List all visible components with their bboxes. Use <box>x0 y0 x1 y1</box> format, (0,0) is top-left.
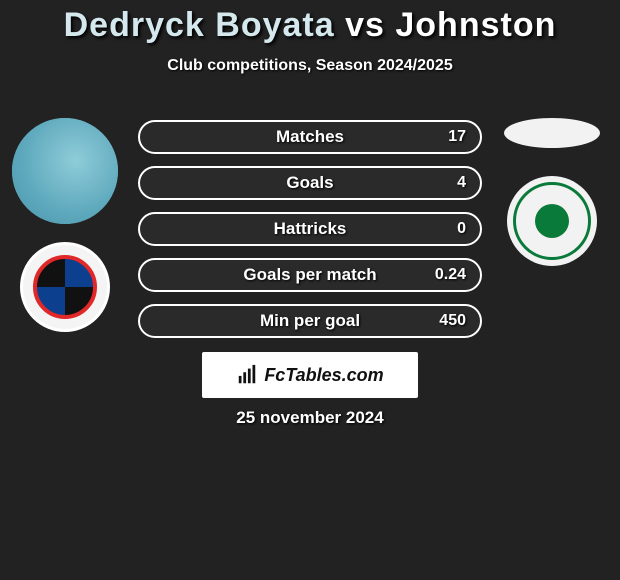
stat-label: Matches <box>140 122 480 152</box>
stat-bar: Matches17 <box>138 120 482 154</box>
brand-text: FcTables.com <box>264 365 383 386</box>
left-column <box>6 118 124 332</box>
right-column <box>490 118 614 266</box>
stat-bar: Goals4 <box>138 166 482 200</box>
stat-label: Hattricks <box>140 214 480 244</box>
stat-value: 4 <box>457 168 466 198</box>
stat-bars: Matches17 Goals4 Hattricks0 Goals per match… <box>138 120 482 350</box>
stat-value: 0.24 <box>435 260 466 290</box>
stat-value: 450 <box>439 306 466 336</box>
stat-value: 0 <box>457 214 466 244</box>
player1-photo <box>12 118 118 224</box>
stat-row: Min per goal450 <box>138 304 482 338</box>
subtitle: Club competitions, Season 2024/2025 <box>0 57 620 75</box>
stat-label: Min per goal <box>140 306 480 336</box>
stat-bar: Min per goal450 <box>138 304 482 338</box>
stat-row: Matches17 <box>138 120 482 154</box>
chart-icon <box>236 364 258 386</box>
stat-row: Goals per match0.24 <box>138 258 482 292</box>
stat-row: Hattricks0 <box>138 212 482 246</box>
title-player2: Johnston <box>395 6 556 44</box>
stat-row: Goals4 <box>138 166 482 200</box>
page-title: Dedryck Boyata vs Johnston <box>0 0 620 45</box>
player2-club-logo <box>507 176 597 266</box>
title-player1: Dedryck Boyata <box>64 6 335 44</box>
stat-label: Goals per match <box>140 260 480 290</box>
title-vs: vs <box>345 6 385 44</box>
player1-club-logo <box>20 242 110 332</box>
stat-value: 17 <box>448 122 466 152</box>
player2-photo <box>504 118 600 148</box>
footer-date: 25 november 2024 <box>0 408 620 428</box>
stat-label: Goals <box>140 168 480 198</box>
stat-bar: Hattricks0 <box>138 212 482 246</box>
brand-badge: FcTables.com <box>202 352 418 398</box>
stat-bar: Goals per match0.24 <box>138 258 482 292</box>
